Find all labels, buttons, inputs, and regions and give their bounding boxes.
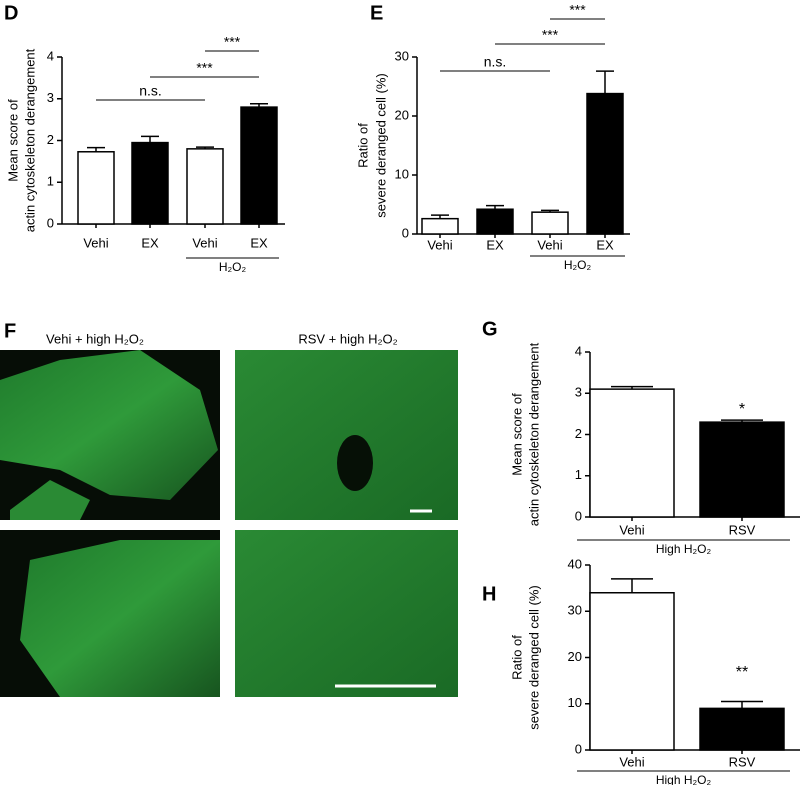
y-tick-label: 40 (568, 556, 582, 571)
y-axis-label: severe deranged cell (%) (526, 585, 541, 730)
x-tick-label: Vehi (619, 754, 644, 769)
panel-letter: D (4, 2, 18, 24)
x-tick-label: EX (141, 235, 159, 250)
y-tick-label: 0 (402, 225, 409, 240)
significance-label: n.s. (484, 54, 507, 70)
y-axis-label: Ratio of (509, 635, 524, 680)
x-tick-label: EX (250, 235, 268, 250)
y-tick-label: 20 (395, 107, 409, 122)
error-bar (611, 578, 653, 593)
significance-label: *** (224, 34, 241, 50)
y-tick-label: 3 (575, 385, 582, 400)
error-bar (596, 70, 614, 94)
x-tick-label: EX (486, 237, 504, 252)
x-tick-label: Vehi (537, 237, 562, 252)
y-tick-label: 20 (568, 649, 582, 664)
bar (531, 211, 569, 235)
y-axis-label: Ratio of (355, 123, 370, 168)
error-bar (431, 214, 449, 219)
bar (186, 148, 224, 225)
x-tick-label: Vehi (192, 235, 217, 250)
y-tick-label: 0 (47, 215, 54, 230)
y-axis-label: actin cytoskeleton derangement (22, 48, 37, 232)
x-tick-label: EX (596, 237, 614, 252)
panel-letter: F (4, 320, 16, 342)
bar (476, 208, 514, 235)
x-tick-label: RSV (729, 754, 756, 769)
y-tick-label: 2 (575, 426, 582, 441)
error-bar (611, 385, 653, 390)
y-axis-label: Mean score of (5, 99, 20, 182)
error-bar (87, 146, 105, 152)
y-axis-label: severe deranged cell (%) (373, 73, 388, 218)
bar (589, 388, 675, 518)
bar (699, 421, 785, 518)
micrographs (0, 350, 458, 697)
bar (421, 217, 459, 235)
error-bar (541, 209, 559, 213)
error-bar (721, 419, 763, 423)
bar (77, 151, 115, 225)
significance-label: *** (542, 27, 559, 43)
bar (131, 141, 169, 225)
error-bar (250, 103, 268, 108)
y-tick-label: 1 (47, 174, 54, 189)
significance-label: n.s. (139, 83, 162, 99)
panel-letter: E (370, 2, 383, 24)
x-tick-label: Vehi (83, 235, 108, 250)
error-bar (721, 700, 763, 709)
bar (699, 707, 785, 751)
significance-label: * (739, 401, 745, 418)
y-tick-label: 10 (395, 166, 409, 181)
y-tick-label: 3 (47, 90, 54, 105)
bar (586, 92, 624, 235)
panel-letter: H (482, 583, 496, 605)
significance-label: *** (196, 60, 213, 76)
y-tick-label: 0 (575, 508, 582, 523)
group-label: High H₂O₂ (656, 542, 712, 556)
y-tick-label: 10 (568, 695, 582, 710)
y-tick-label: 0 (575, 741, 582, 756)
x-tick-label: RSV (729, 522, 756, 537)
y-tick-label: 4 (47, 48, 54, 63)
bar (589, 592, 675, 751)
x-tick-label: Vehi (427, 237, 452, 252)
group-label: H₂O₂ (219, 260, 247, 274)
y-axis-label: actin cytoskeleton derangement (526, 342, 541, 526)
x-tick-label: Vehi (619, 522, 644, 537)
significance-label: ** (736, 664, 748, 681)
group-label: High H₂O₂ (656, 773, 712, 785)
error-bar (486, 204, 504, 210)
y-tick-label: 30 (395, 48, 409, 63)
group-label: H₂O₂ (564, 258, 592, 272)
error-bar (196, 146, 214, 149)
image-label: RSV + high H₂O₂ (298, 331, 397, 346)
y-tick-label: 2 (47, 132, 54, 147)
error-bar (141, 135, 159, 143)
image-label: Vehi + high H₂O₂ (46, 331, 144, 346)
y-axis-label: Mean score of (509, 393, 524, 476)
panel-letter: G (482, 318, 498, 340)
y-tick-label: 4 (575, 343, 582, 358)
bar (240, 106, 278, 225)
significance-label: *** (569, 2, 586, 18)
y-tick-label: 1 (575, 467, 582, 482)
y-tick-label: 30 (568, 603, 582, 618)
